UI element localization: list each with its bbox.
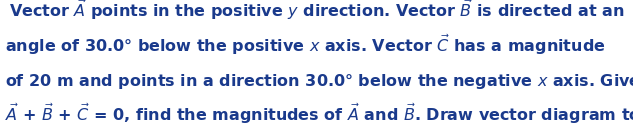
Text: angle of 30.0° below the positive $x$ axis. Vector $\vec{C}$ has a magnitude: angle of 30.0° below the positive $x$ ax… — [5, 32, 606, 57]
Text: of 20 m and points in a direction 30.0° below the negative $x$ axis. Given that: of 20 m and points in a direction 30.0° … — [5, 72, 633, 91]
Text: Vector $\vec{A}$ points in the positive $y$ direction. Vector $\vec{B}$ is direc: Vector $\vec{A}$ points in the positive … — [9, 0, 624, 22]
Text: $\vec{A}$ + $\vec{B}$ + $\vec{C}$ = 0, find the magnitudes of $\vec{A}$ and $\ve: $\vec{A}$ + $\vec{B}$ + $\vec{C}$ = 0, f… — [5, 102, 633, 126]
